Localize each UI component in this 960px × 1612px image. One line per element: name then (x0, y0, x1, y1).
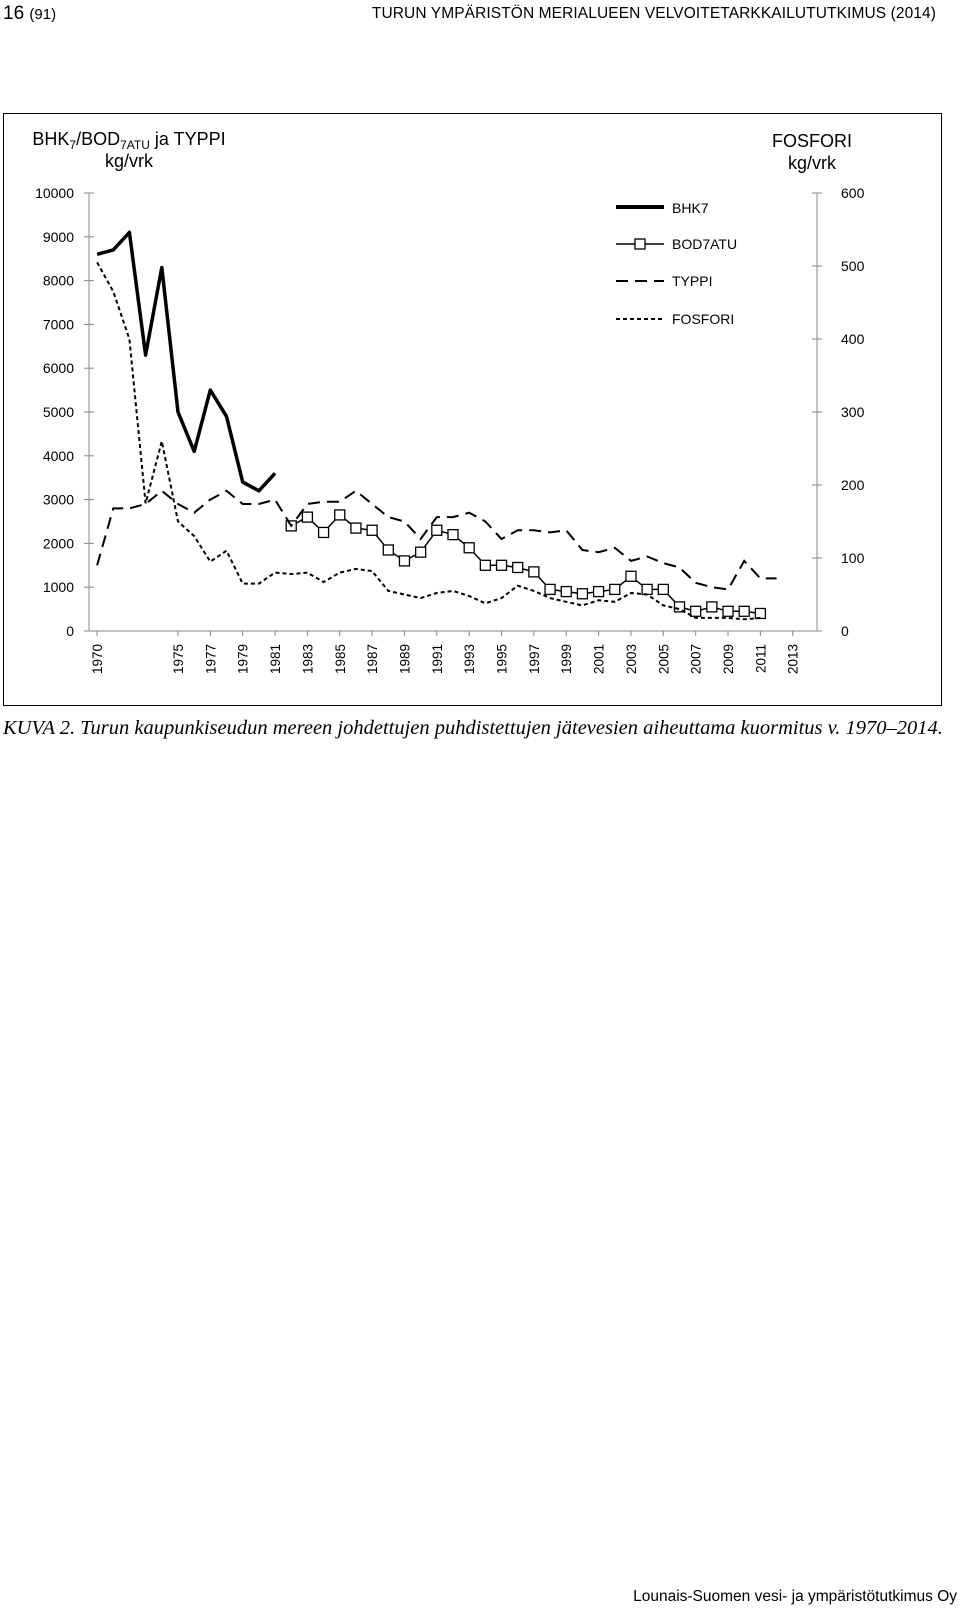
y-left-tick-label: 5000 (43, 404, 74, 420)
data-point-bod7atu (431, 524, 443, 536)
data-point-bod7atu (754, 607, 767, 620)
y-right-tick-label: 300 (841, 404, 865, 420)
series-line-typpi (96, 489, 777, 591)
x-tick-label: 1999 (559, 644, 574, 674)
x-tick-label: 1979 (236, 644, 251, 674)
data-point-bod7atu (382, 544, 394, 556)
right-axis-unit: kg/vrk (788, 153, 837, 173)
data-point-bod7atu (657, 583, 669, 596)
legend: BHK7 BOD7ATU TYPPI FOSFORI (616, 200, 737, 327)
data-point-bod7atu (544, 583, 556, 596)
y-right-tick-label: 500 (841, 258, 865, 274)
data-point-bod7atu (641, 583, 653, 596)
x-tick-label: 2009 (721, 644, 736, 674)
x-tick-label: 1987 (365, 644, 380, 674)
legend-typpi-label: TYPPI (672, 273, 712, 289)
y-right-tick-label: 600 (841, 185, 865, 201)
data-point-bod7atu (350, 522, 362, 534)
y-left-tick-label: 6000 (43, 360, 74, 376)
x-tick-label: 1985 (333, 644, 348, 674)
report-title: TURUN YMPÄRISTÖN MERIALUEEN VELVOITETARK… (371, 5, 936, 22)
x-tick-label: 1989 (397, 644, 412, 674)
x-tick-label: 1975 (171, 644, 186, 674)
data-point-bod7atu (495, 559, 508, 571)
data-point-bod7atu (317, 526, 330, 539)
data-point-bod7atu (528, 566, 540, 578)
y-left-tick-label: 7000 (43, 316, 74, 332)
data-point-bod7atu (512, 561, 524, 574)
y-right-tick-label: 0 (841, 623, 849, 639)
data-point-bod7atu (592, 585, 605, 598)
page-footer: Lounais-Suomen vesi- ja ympäristötutkimu… (633, 1588, 957, 1605)
y-left-tick-label: 10000 (35, 185, 74, 201)
data-point-bod7atu (690, 605, 702, 617)
x-tick-label: 2001 (592, 644, 607, 674)
caption-label: KUVA 2. (3, 717, 76, 739)
x-tick-label: 1977 (203, 644, 218, 674)
data-point-bod7atu (706, 601, 718, 613)
data-point-bod7atu (398, 555, 411, 567)
chart-figure: BHK7/BOD7ATU ja TYPPI kg/vrk FOSFORI kg/… (3, 113, 942, 706)
data-point-bod7atu (722, 605, 734, 617)
data-point-bod7atu (334, 509, 346, 521)
y-left-tick-label: 3000 (43, 492, 74, 508)
x-tick-label: 2007 (689, 644, 704, 674)
data-point-bod7atu (560, 585, 572, 598)
data-point-bod7atu (738, 605, 750, 617)
y-left-tick-label: 4000 (43, 448, 74, 464)
left-axis-title: BHK7/BOD7ATU ja TYPPI (32, 129, 225, 152)
x-tick-label: 2013 (786, 644, 801, 674)
data-point-bod7atu (366, 524, 378, 536)
y-right-tick-label: 200 (841, 477, 865, 493)
x-tick-label: 2005 (656, 644, 671, 674)
data-point-bod7atu (673, 601, 686, 613)
x-tick-label: 1991 (430, 644, 445, 674)
series-line-fosfori (96, 261, 761, 621)
data-point-bod7atu (447, 528, 459, 541)
x-tick-label: 1993 (462, 644, 477, 674)
page-total: (91) (29, 6, 57, 23)
y-left-tick-label: 0 (66, 623, 74, 639)
figure-caption: KUVA 2. Turun kaupunkiseudun mereen johd… (3, 717, 956, 740)
x-tick-label: 1981 (268, 644, 283, 674)
load-chart: BHK7/BOD7ATU ja TYPPI kg/vrk FOSFORI kg/… (32, 129, 865, 674)
page-header: 16 (91) TURUN YMPÄRISTÖN MERIALUEEN VELV… (3, 3, 936, 25)
series-line-bhk7 (96, 230, 277, 493)
legend-fosfori-label: FOSFORI (672, 311, 734, 327)
data-point-bod7atu (463, 542, 475, 554)
legend-bhk7-label: BHK7 (672, 200, 709, 216)
page-number: 16 (91) (3, 3, 57, 24)
y-right-tick-label: 100 (841, 550, 865, 566)
y-left-tick-label: 8000 (43, 273, 74, 289)
caption-text: Turun kaupunkiseudun mereen johdettujen … (80, 717, 943, 739)
x-tick-label: 1995 (495, 644, 510, 674)
x-tick-label: 1983 (300, 644, 315, 674)
data-point-bod7atu (609, 583, 621, 596)
y-left-tick-label: 1000 (43, 579, 74, 595)
data-point-bod7atu (625, 570, 637, 582)
legend-bod7atu-marker (634, 238, 646, 250)
x-tick-label: 1970 (90, 644, 105, 674)
y-left-tick-label: 2000 (43, 535, 74, 551)
data-point-bod7atu (301, 511, 314, 523)
right-axis-title: FOSFORI (772, 131, 852, 151)
x-tick-label: 1997 (527, 644, 542, 674)
y-right-tick-label: 400 (841, 331, 865, 347)
x-tick-label: 2011 (753, 644, 768, 673)
x-tick-label: 2003 (624, 644, 639, 674)
left-axis-unit: kg/vrk (105, 151, 154, 171)
legend-bod7atu-label: BOD7ATU (672, 236, 737, 252)
data-point-bod7atu (479, 559, 492, 571)
data-point-bod7atu (576, 588, 589, 600)
data-point-bod7atu (414, 546, 427, 558)
y-left-tick-label: 9000 (43, 229, 74, 245)
